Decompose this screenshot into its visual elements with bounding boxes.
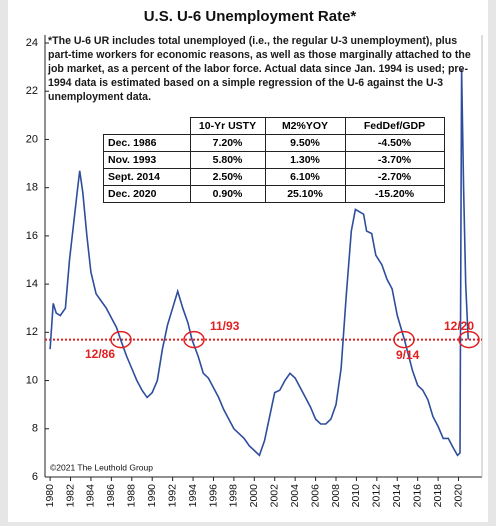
x-tick-label: 1980 <box>44 484 56 508</box>
x-tick-label: 2008 <box>330 484 342 508</box>
annotation: 12/86 <box>85 347 115 361</box>
panel <box>8 0 488 522</box>
table-cell: 0.90% <box>189 185 266 203</box>
x-tick-label: 1982 <box>64 484 76 508</box>
y-tick-label: 24 <box>26 37 38 49</box>
chart-title: U.S. U-6 Unemployment Rate* <box>144 8 357 25</box>
annotation: 11/93 <box>210 319 240 333</box>
table-row: Sept. 2014 2.50% 6.10% -2.70% <box>103 168 445 186</box>
x-tick-label: 2000 <box>248 484 260 508</box>
highlight-circle <box>183 330 205 349</box>
table-cell: Dec. 2020 <box>103 185 191 203</box>
note: *The U-6 UR includes total unemployed (i… <box>48 35 471 103</box>
x-tick-label: 1992 <box>166 484 178 508</box>
y-tick-label: 22 <box>26 85 38 97</box>
annotation: 12/20 <box>444 319 474 333</box>
x-tick-label: 2020 <box>452 484 464 508</box>
y-tick-label: 10 <box>26 374 38 386</box>
x-tick-label: 1998 <box>228 484 240 508</box>
x-tick-label: 2010 <box>350 484 362 508</box>
y-tick-label: 18 <box>26 182 38 194</box>
table-corner <box>103 117 191 135</box>
table-row: Nov. 1993 5.80% 1.30% -3.70% <box>103 151 445 169</box>
table-cell: 5.80% <box>189 151 266 169</box>
column-header: FedDef/GDP <box>344 117 445 135</box>
table-cell: -4.50% <box>344 134 445 152</box>
annotation: 9/14 <box>396 348 420 362</box>
x-tick-label: 1994 <box>187 484 199 508</box>
y-tick-label: 8 <box>32 423 38 435</box>
table-cell: 2.50% <box>189 168 266 186</box>
source: ©2021 The Leuthold Group <box>50 462 153 472</box>
column-header: M2%YOY <box>264 117 346 135</box>
table-cell: 6.10% <box>264 168 346 186</box>
highlight-circle <box>393 330 415 349</box>
table-row: Dec. 2020 0.90% 25.10% -15.20% <box>103 185 445 203</box>
table-header: 10-Yr USTY M2%YOY FedDef/GDP <box>103 117 445 135</box>
y-tick-label: 6 <box>32 471 38 483</box>
table-cell: 9.50% <box>264 134 346 152</box>
x-tick-label: 2018 <box>432 484 444 508</box>
table-cell: -3.70% <box>344 151 445 169</box>
table-cell: -2.70% <box>344 168 445 186</box>
table-row: Dec. 1986 7.20% 9.50% -4.50% <box>103 134 445 152</box>
y-tick-label: 20 <box>26 133 38 145</box>
x-tick-label: 1988 <box>126 484 138 508</box>
x-tick-label: 1984 <box>85 484 97 508</box>
table-cell: 7.20% <box>189 134 266 152</box>
x-tick-label: 2014 <box>391 484 403 508</box>
table-cell: Sept. 2014 <box>103 168 191 186</box>
highlight-circle <box>458 330 480 349</box>
y-tick-label: 12 <box>26 326 38 338</box>
x-tick-label: 1996 <box>207 484 219 508</box>
table-cell: 1.30% <box>264 151 346 169</box>
x-tick-label: 1990 <box>146 484 158 508</box>
y-tick-label: 14 <box>26 278 38 290</box>
x-tick-label: 2016 <box>411 484 423 508</box>
data-line <box>49 69 469 457</box>
table-cell: Dec. 1986 <box>103 134 191 152</box>
x-tick-label: 1986 <box>105 484 117 508</box>
x-tick-label: 2002 <box>269 484 281 508</box>
column-header: 10-Yr USTY <box>189 117 266 135</box>
table-cell: Nov. 1993 <box>103 151 191 169</box>
table-cell: -15.20% <box>344 185 445 203</box>
data-table: 10-Yr USTY M2%YOY FedDef/GDP Dec. 1986 7.20%… <box>103 117 445 203</box>
highlight-circle <box>110 330 132 349</box>
y-tick-label: 16 <box>26 230 38 242</box>
x-tick-label: 2004 <box>289 484 301 508</box>
x-tick-label: 2012 <box>371 484 383 508</box>
table-cell: 25.10% <box>264 185 346 203</box>
x-tick-label: 2006 <box>309 484 321 508</box>
